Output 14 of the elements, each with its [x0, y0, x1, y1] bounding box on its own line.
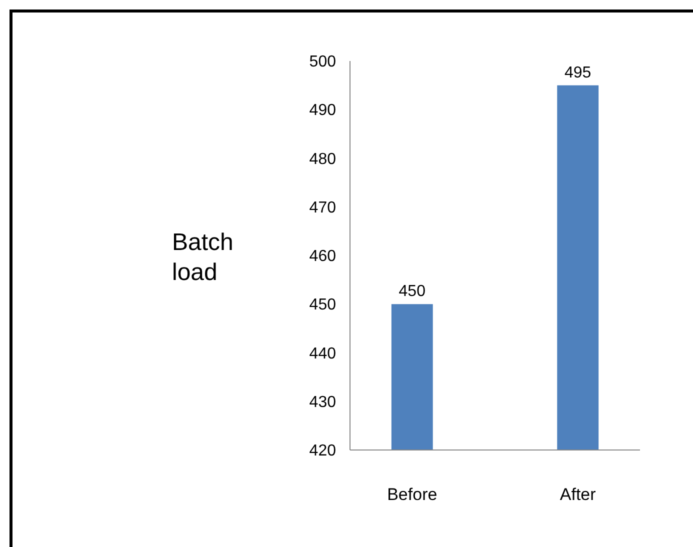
y-tick-label: 420 — [309, 442, 336, 460]
y-tick-label: 440 — [309, 345, 336, 362]
y-tick-label: 450 — [309, 296, 336, 314]
y-tick-label: 500 — [309, 54, 336, 71]
y-tick-label: 480 — [309, 150, 336, 168]
y-tick-label: 470 — [309, 199, 336, 216]
data-label: 495 — [564, 64, 592, 82]
y-axis-title: Batch load — [172, 229, 234, 286]
data-label: 450 — [398, 283, 426, 300]
y-tick-label: 430 — [309, 394, 336, 411]
x-tick-label: Before — [387, 485, 438, 504]
y-tick-label: 460 — [309, 248, 336, 266]
y-tick-label: 490 — [309, 102, 336, 120]
x-tick-label: After — [560, 485, 596, 504]
